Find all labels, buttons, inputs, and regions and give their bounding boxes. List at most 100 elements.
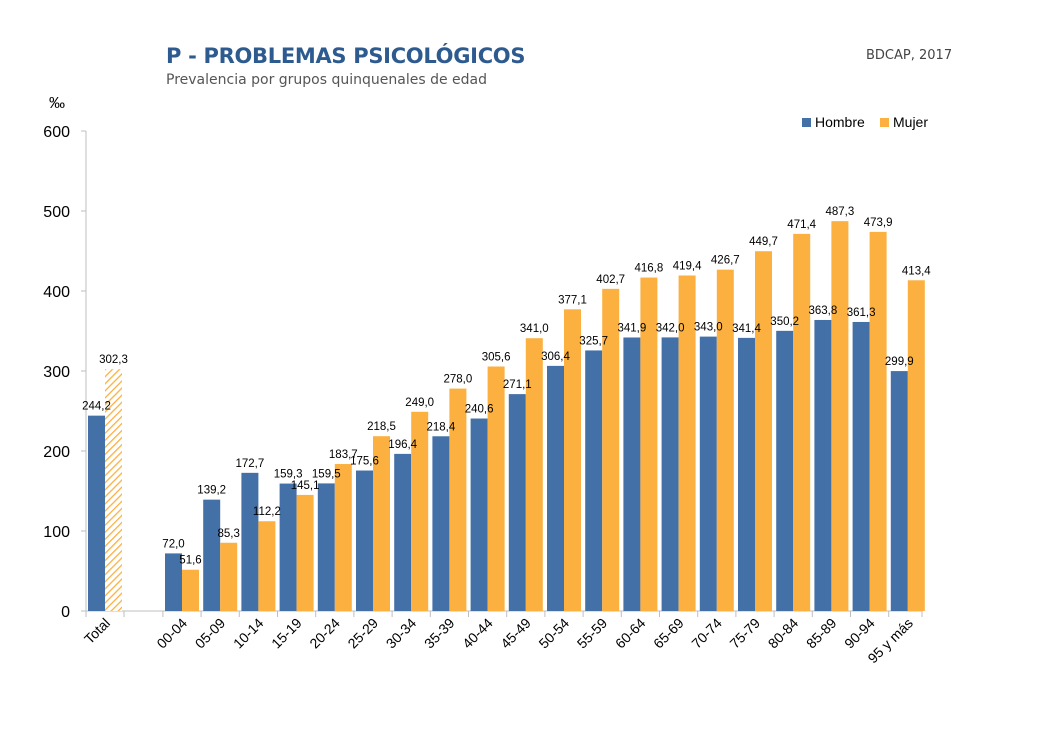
x-tick-label: 85-89 bbox=[803, 615, 840, 652]
bar-hombre bbox=[852, 321, 870, 611]
bar-mujer bbox=[602, 288, 620, 611]
bar-hombre bbox=[470, 418, 488, 611]
bar-mujer bbox=[296, 494, 314, 611]
bar-hombre bbox=[738, 337, 755, 611]
data-label-mujer: 473,9 bbox=[864, 217, 893, 229]
bar-mujer bbox=[907, 280, 925, 611]
bar-hombre bbox=[241, 472, 259, 611]
bar-mujer bbox=[182, 569, 199, 611]
bar-mujer bbox=[258, 521, 276, 611]
y-axis-label: ‰ bbox=[49, 95, 65, 112]
data-label-mujer: 419,4 bbox=[673, 260, 702, 272]
bar-hombre bbox=[88, 415, 105, 611]
x-tick-label: 55-59 bbox=[574, 615, 611, 652]
bar-mujer bbox=[831, 221, 849, 611]
legend-swatch-mujer bbox=[880, 118, 889, 127]
bar-mujer bbox=[564, 309, 581, 611]
bar-hombre bbox=[165, 553, 182, 611]
source-label: BDCAP, 2017 bbox=[866, 48, 953, 63]
data-label-hombre: 139,2 bbox=[197, 485, 226, 497]
data-label-hombre: 271,1 bbox=[503, 379, 532, 391]
data-label-mujer: 302,3 bbox=[99, 354, 128, 366]
data-label-mujer: 341,0 bbox=[520, 323, 549, 335]
bar-hombre bbox=[432, 436, 450, 611]
x-tick-label: 20-24 bbox=[306, 615, 343, 652]
y-tick-label: 400 bbox=[43, 284, 70, 301]
data-label-hombre: 341,9 bbox=[618, 322, 647, 334]
x-tick-label: Total bbox=[81, 615, 113, 647]
legend-swatch-hombre bbox=[802, 118, 811, 127]
data-label-mujer: 449,7 bbox=[749, 236, 778, 248]
x-tick-label: 50-54 bbox=[535, 615, 572, 652]
bar-mujer bbox=[105, 369, 122, 611]
y-tick-label: 600 bbox=[43, 124, 70, 141]
data-label-hombre: 159,5 bbox=[312, 468, 341, 480]
bar-hombre bbox=[699, 336, 717, 611]
legend-label-hombre: Hombre bbox=[815, 114, 865, 130]
data-label-hombre: 244,2 bbox=[82, 401, 111, 413]
y-tick-label: 0 bbox=[61, 604, 70, 621]
x-tick-label: 60-64 bbox=[612, 615, 649, 652]
x-tick-label: 40-44 bbox=[459, 615, 496, 652]
bar-hombre bbox=[776, 330, 794, 611]
legend-label-mujer: Mujer bbox=[893, 114, 928, 130]
x-tick-label: 05-09 bbox=[192, 615, 229, 652]
data-label-hombre: 299,9 bbox=[885, 356, 914, 368]
data-label-hombre: 159,3 bbox=[274, 469, 303, 481]
bar-mujer bbox=[220, 542, 238, 611]
bar-hombre bbox=[661, 337, 679, 611]
data-label-hombre: 72,0 bbox=[162, 538, 184, 550]
data-label-mujer: 183,7 bbox=[329, 449, 358, 461]
data-label-hombre: 325,7 bbox=[579, 335, 608, 347]
bar-mujer bbox=[373, 436, 390, 611]
bar-hombre bbox=[317, 483, 335, 611]
x-tick-label: 35-39 bbox=[421, 615, 458, 652]
bar-hombre bbox=[814, 319, 832, 611]
data-label-mujer: 426,7 bbox=[711, 255, 740, 267]
x-tick-label: 15-19 bbox=[268, 615, 305, 652]
data-label-hombre: 343,0 bbox=[694, 322, 723, 334]
x-tick-label: 30-34 bbox=[383, 615, 420, 652]
data-label-mujer: 413,4 bbox=[902, 265, 931, 277]
bar-hombre bbox=[547, 365, 564, 611]
chart-subtitle: Prevalencia por grupos quinquenales de e… bbox=[166, 72, 487, 88]
x-tick-label: 65-69 bbox=[650, 615, 687, 652]
x-tick-label: 45-49 bbox=[497, 615, 534, 652]
data-label-mujer: 471,4 bbox=[787, 219, 816, 231]
bar-mujer bbox=[449, 388, 467, 611]
y-tick-label: 100 bbox=[43, 524, 70, 541]
bar-mujer bbox=[525, 338, 543, 611]
bar-hombre bbox=[203, 499, 221, 611]
y-tick-label: 300 bbox=[43, 364, 70, 381]
data-label-hombre: 240,6 bbox=[465, 404, 494, 416]
data-label-mujer: 377,1 bbox=[558, 294, 587, 306]
y-tick-label: 200 bbox=[43, 444, 70, 461]
bar-hombre bbox=[356, 470, 373, 611]
bar-mujer bbox=[487, 366, 505, 611]
x-tick-label: 70-74 bbox=[688, 615, 725, 652]
bar-hombre bbox=[585, 350, 603, 611]
data-label-mujer: 416,8 bbox=[635, 263, 664, 275]
bar-hombre bbox=[890, 371, 908, 611]
data-label-hombre: 361,3 bbox=[847, 307, 876, 319]
bar-mujer bbox=[869, 231, 887, 611]
x-tick-label: 75-79 bbox=[726, 615, 763, 652]
chart-title: P - PROBLEMAS PSICOLÓGICOS bbox=[166, 44, 526, 68]
data-label-hombre: 172,7 bbox=[236, 458, 265, 470]
data-label-hombre: 218,4 bbox=[427, 421, 456, 433]
data-label-mujer: 145,1 bbox=[291, 480, 320, 492]
bar-mujer bbox=[411, 411, 429, 611]
x-tick-label: 80-84 bbox=[765, 615, 802, 652]
data-label-hombre: 306,4 bbox=[541, 351, 570, 363]
bar-hombre bbox=[623, 337, 641, 611]
data-label-mujer: 51,6 bbox=[179, 555, 201, 567]
data-label-mujer: 218,5 bbox=[367, 421, 396, 433]
data-label-mujer: 112,2 bbox=[253, 506, 281, 518]
data-label-mujer: 487,3 bbox=[826, 206, 855, 218]
data-label-hombre: 350,2 bbox=[770, 316, 799, 328]
data-label-hombre: 196,4 bbox=[388, 439, 417, 451]
data-label-mujer: 278,0 bbox=[444, 374, 473, 386]
bar-hombre bbox=[394, 453, 412, 611]
bar-hombre bbox=[279, 483, 297, 611]
